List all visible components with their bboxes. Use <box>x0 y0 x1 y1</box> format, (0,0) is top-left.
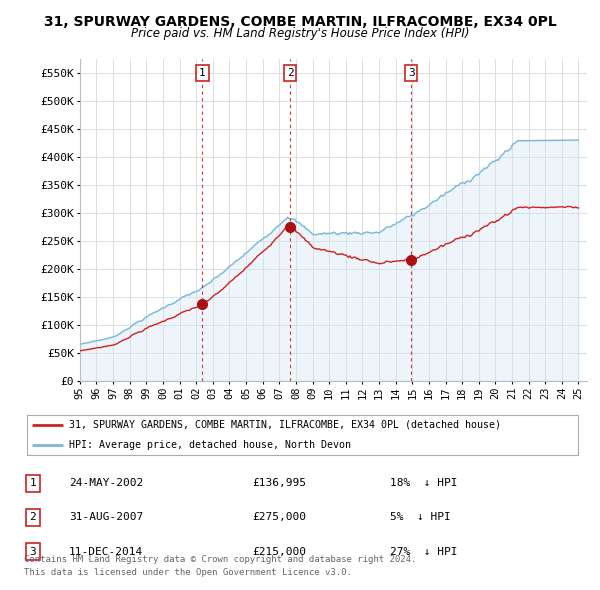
Text: 31-AUG-2007: 31-AUG-2007 <box>69 513 143 522</box>
FancyBboxPatch shape <box>27 415 578 455</box>
Text: HPI: Average price, detached house, North Devon: HPI: Average price, detached house, Nort… <box>68 440 350 450</box>
Text: Price paid vs. HM Land Registry's House Price Index (HPI): Price paid vs. HM Land Registry's House … <box>131 27 469 40</box>
Text: 2: 2 <box>287 68 293 78</box>
Text: 1: 1 <box>29 478 37 488</box>
Text: 3: 3 <box>408 68 415 78</box>
Text: 1: 1 <box>199 68 206 78</box>
Text: This data is licensed under the Open Government Licence v3.0.: This data is licensed under the Open Gov… <box>24 568 352 577</box>
Text: £275,000: £275,000 <box>252 513 306 522</box>
Text: 31, SPURWAY GARDENS, COMBE MARTIN, ILFRACOMBE, EX34 0PL (detached house): 31, SPURWAY GARDENS, COMBE MARTIN, ILFRA… <box>68 420 500 430</box>
Text: 31, SPURWAY GARDENS, COMBE MARTIN, ILFRACOMBE, EX34 0PL: 31, SPURWAY GARDENS, COMBE MARTIN, ILFRA… <box>44 15 556 29</box>
Text: 5%  ↓ HPI: 5% ↓ HPI <box>390 513 451 522</box>
Text: 24-MAY-2002: 24-MAY-2002 <box>69 478 143 488</box>
Text: £136,995: £136,995 <box>252 478 306 488</box>
Text: 3: 3 <box>29 547 37 556</box>
Text: 11-DEC-2014: 11-DEC-2014 <box>69 547 143 556</box>
Text: 2: 2 <box>29 513 37 522</box>
Text: Contains HM Land Registry data © Crown copyright and database right 2024.: Contains HM Land Registry data © Crown c… <box>24 555 416 563</box>
Text: 27%  ↓ HPI: 27% ↓ HPI <box>390 547 458 556</box>
Text: £215,000: £215,000 <box>252 547 306 556</box>
Text: 18%  ↓ HPI: 18% ↓ HPI <box>390 478 458 488</box>
